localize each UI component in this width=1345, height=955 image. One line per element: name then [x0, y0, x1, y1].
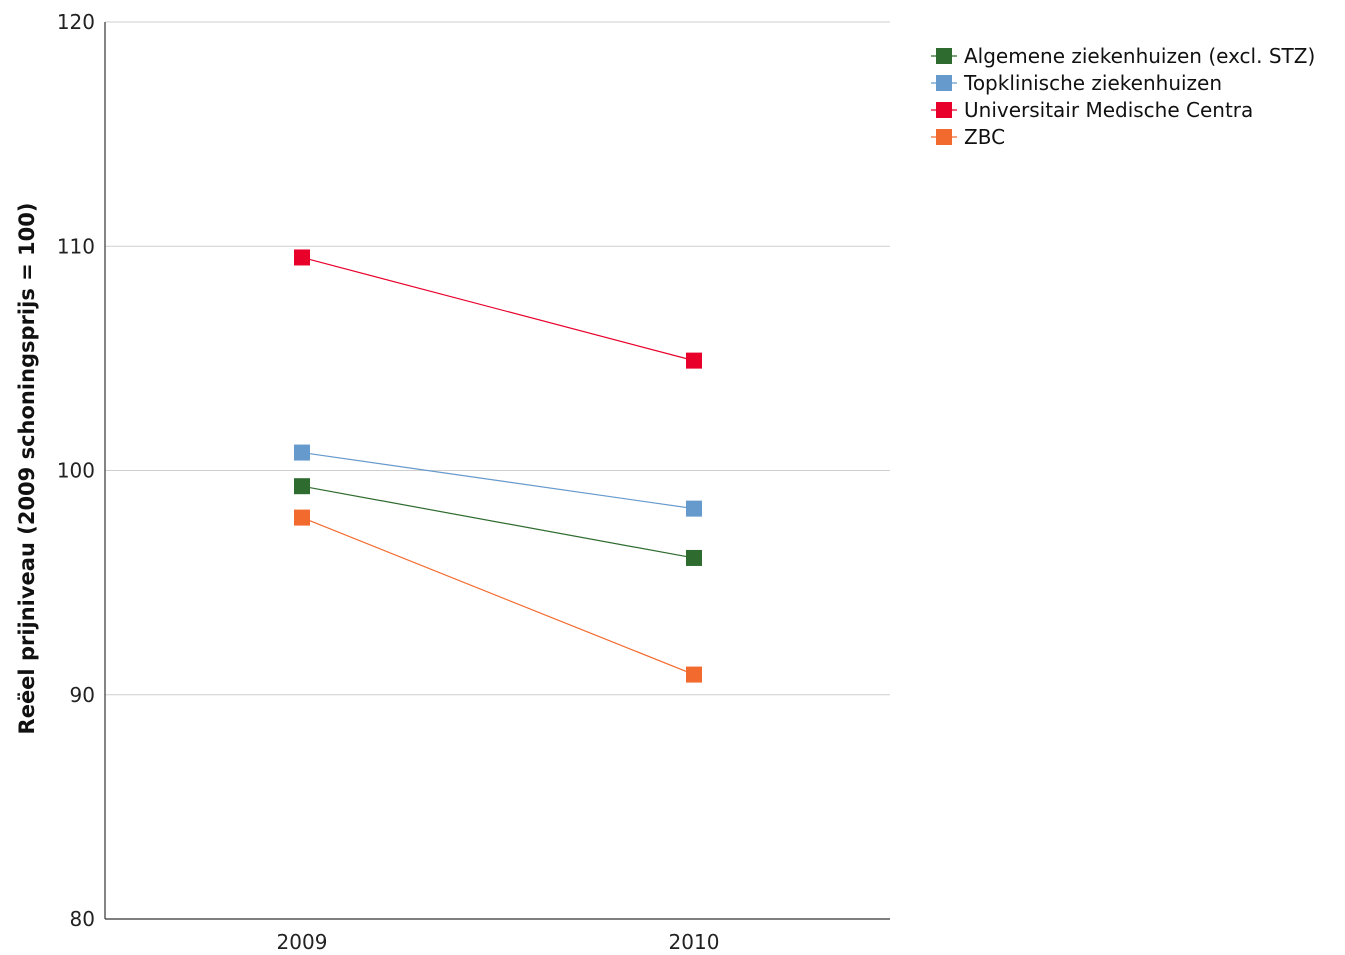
y-axis-title: Reëel prijniveau (2009 schoningsprijs = … [15, 203, 39, 735]
legend-label: ZBC [964, 125, 1005, 149]
legend-item: Topklinische ziekenhuizen [931, 71, 1222, 95]
y-tick-label: 100 [57, 459, 95, 483]
legend-marker-swatch [936, 48, 952, 64]
y-tick-label: 90 [70, 683, 95, 707]
series-1 [294, 444, 702, 517]
data-point[interactable] [294, 249, 310, 266]
data-point[interactable] [686, 549, 702, 566]
legend-marker-swatch [936, 102, 952, 118]
series-line [301, 485, 695, 559]
legend-marker-swatch [936, 75, 952, 91]
data-point[interactable] [686, 352, 702, 369]
data-point[interactable] [294, 478, 310, 495]
legend-marker-swatch [936, 129, 952, 145]
series [294, 249, 702, 683]
gridlines [105, 21, 890, 696]
legend-item: Algemene ziekenhuizen (excl. STZ) [931, 44, 1315, 68]
series-3 [294, 509, 702, 683]
series-line [301, 256, 695, 362]
data-point[interactable] [686, 666, 702, 683]
data-point[interactable] [294, 444, 310, 461]
legend-item: ZBC [931, 125, 1005, 149]
y-tick-label: 120 [57, 10, 95, 34]
legend-label: Universitair Medische Centra [964, 98, 1253, 122]
y-tick-labels: 80 90 100 110 120 [57, 10, 95, 931]
series-line [301, 517, 695, 676]
y-tick-label: 80 [70, 907, 95, 931]
x-tick-label: 2010 [669, 930, 720, 951]
x-tick-label: 2009 [277, 930, 328, 951]
x-tick-labels: 2009 2010 [277, 930, 720, 954]
series-0 [294, 478, 702, 566]
legend-label: Algemene ziekenhuizen (excl. STZ) [964, 44, 1315, 68]
legend-label: Topklinische ziekenhuizen [963, 71, 1222, 95]
legend: Algemene ziekenhuizen (excl. STZ) Topklin… [931, 44, 1315, 149]
legend-item: Universitair Medische Centra [931, 98, 1253, 122]
series-2 [294, 249, 702, 369]
axes [104, 22, 890, 920]
data-point[interactable] [294, 509, 310, 526]
series-line [301, 451, 695, 510]
y-tick-label: 110 [57, 234, 95, 258]
data-point[interactable] [686, 500, 702, 517]
